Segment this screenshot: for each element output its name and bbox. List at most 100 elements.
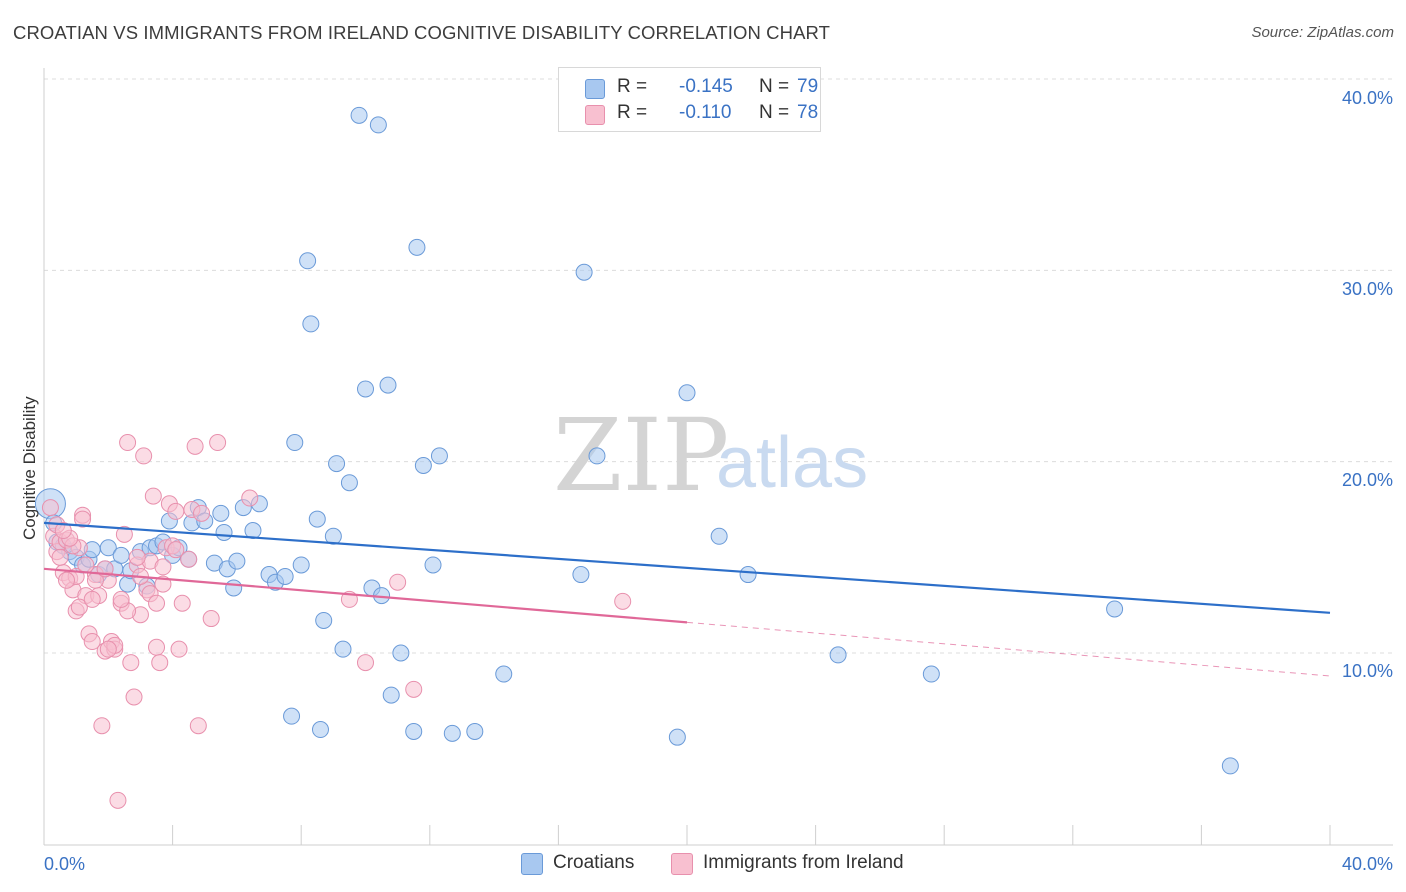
croatian-point <box>302 315 320 333</box>
legend-n-value: 78 <box>797 102 819 123</box>
ireland-point <box>154 558 172 576</box>
legend-n-label: N = <box>759 76 790 97</box>
croatian-point <box>311 721 329 739</box>
ireland-point <box>122 654 140 672</box>
trend-line-croatians <box>43 521 1331 614</box>
legend-swatch-ireland <box>585 105 605 125</box>
croatian-point <box>215 523 233 541</box>
ireland-point <box>112 590 130 608</box>
croatian-point <box>328 455 346 473</box>
ireland-point <box>128 548 146 566</box>
ireland-point <box>148 638 166 656</box>
croatian-point <box>292 556 310 574</box>
legend-r-value: -0.110 <box>679 102 732 123</box>
ireland-point <box>209 434 227 452</box>
ireland-point <box>77 556 95 574</box>
ireland-point <box>115 525 133 543</box>
croatian-point <box>225 579 243 597</box>
croatian-point <box>324 527 342 545</box>
ireland-point <box>170 640 188 658</box>
trend-line-ireland-extension <box>686 621 1331 677</box>
ireland-point <box>119 434 137 452</box>
ireland-point <box>151 654 169 672</box>
croatian-point <box>299 252 317 270</box>
croatian-point <box>379 376 397 394</box>
x-tick-label-max: 40.0% <box>1342 854 1393 874</box>
croatian-point <box>350 106 368 124</box>
croatian-point <box>357 380 374 398</box>
y-tick-label-20: 20.0% <box>1342 470 1393 490</box>
croatian-point <box>408 238 426 256</box>
croatian-point <box>283 707 301 725</box>
trend-line-ireland <box>43 567 688 624</box>
legend-r-value: -0.145 <box>679 76 733 97</box>
watermark-zip: ZIP <box>553 397 729 514</box>
croatian-point <box>112 546 130 564</box>
croatian-point <box>443 724 461 742</box>
gridlines <box>44 78 1393 654</box>
ireland-point <box>405 680 423 698</box>
ireland-point <box>186 437 204 455</box>
croatian-point <box>678 384 696 402</box>
croatian-point <box>424 556 442 574</box>
croatian-point <box>334 640 352 658</box>
ireland-point <box>144 487 162 505</box>
croatian-point <box>1106 600 1124 618</box>
croatian-point <box>466 722 484 740</box>
croatian-point <box>588 447 606 465</box>
ireland-point <box>41 499 59 517</box>
watermark-atlas: atlas <box>716 423 868 503</box>
croatian-point <box>405 722 423 740</box>
bottom-legend-swatch-ireland <box>671 853 693 875</box>
croatian-point <box>430 447 448 465</box>
croatian-point <box>575 263 593 281</box>
y-tick-label-30: 30.0% <box>1342 279 1393 299</box>
axes <box>43 68 1393 846</box>
ireland-point <box>167 502 185 520</box>
croatian-point <box>414 456 432 474</box>
croatian-point <box>710 527 728 545</box>
bottom-legend-label: Immigrants from Ireland <box>703 852 904 873</box>
ireland-point <box>241 489 259 507</box>
legend-n-value: 79 <box>797 76 819 97</box>
ireland-point <box>83 633 101 651</box>
croatian-point <box>228 552 246 570</box>
croatian-point <box>382 686 400 704</box>
legend-swatch-croatians <box>585 79 605 99</box>
croatian-point <box>495 665 513 683</box>
series-ireland-points <box>41 434 632 809</box>
ireland-point <box>99 640 117 658</box>
ireland-point <box>93 717 111 735</box>
croatian-point <box>668 728 686 746</box>
croatian-point <box>340 474 358 492</box>
ireland-point <box>173 594 191 612</box>
ireland-point <box>389 573 407 591</box>
croatian-point <box>1221 757 1239 775</box>
ireland-point <box>357 654 374 672</box>
croatian-point <box>308 510 326 528</box>
croatian-point <box>829 646 847 664</box>
y-tick-label-10: 10.0% <box>1342 661 1393 681</box>
croatian-point <box>212 504 230 522</box>
legend-r-label: R = <box>617 102 648 123</box>
croatian-point <box>276 567 294 585</box>
ireland-point <box>135 447 153 465</box>
watermark: ZIP atlas <box>553 397 868 514</box>
croatian-point <box>315 611 333 629</box>
ireland-point <box>189 717 207 735</box>
ireland-point <box>58 571 76 589</box>
croatian-point <box>739 566 757 584</box>
bottom-legend-swatch-croatians <box>521 853 543 875</box>
ireland-point <box>193 504 211 522</box>
y-axis-label: Cognitive Disability <box>20 396 39 540</box>
ireland-point <box>125 688 143 706</box>
croatian-point <box>392 644 410 662</box>
ireland-point <box>202 610 220 628</box>
croatian-point <box>99 539 117 557</box>
croatian-point <box>572 566 590 584</box>
correlation-legend: R = -0.145 N = 79 R = -0.110 N = 78 <box>558 67 821 132</box>
bottom-legend-label: Croatians <box>553 852 635 873</box>
ireland-point <box>614 592 632 610</box>
ireland-point <box>83 590 101 608</box>
